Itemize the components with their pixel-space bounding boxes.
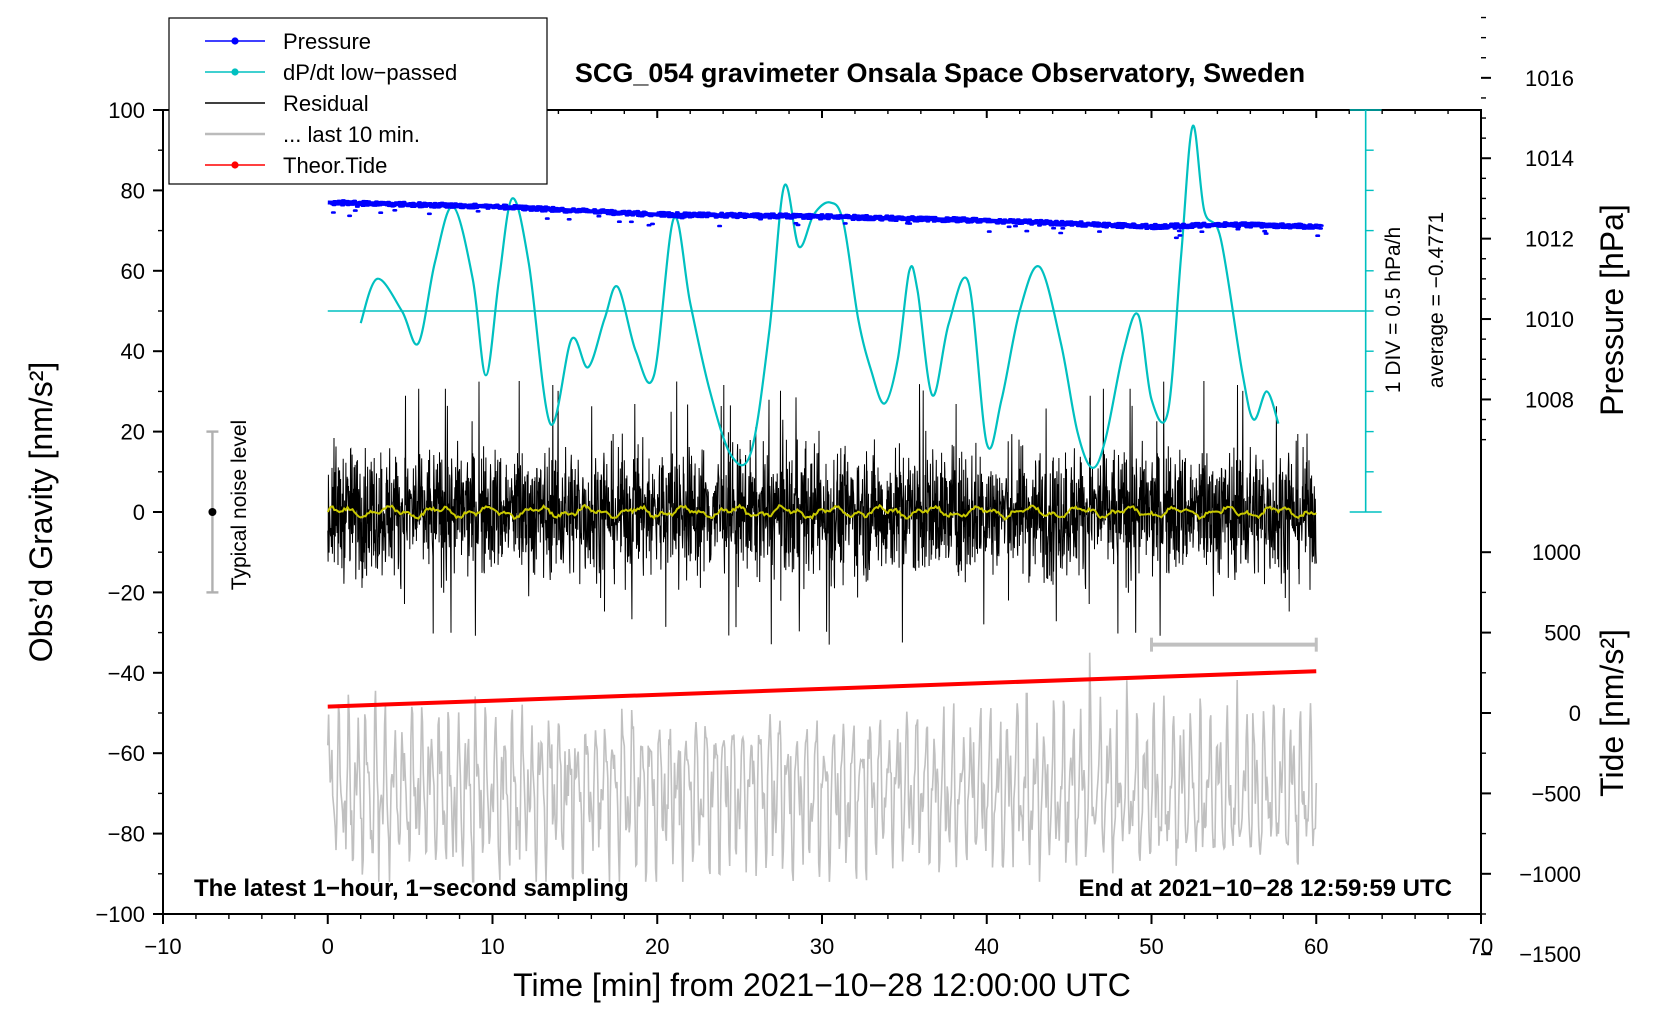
y-axis-tide-title: Tide [nm/s²] xyxy=(1594,629,1630,797)
x-axis: −10 0 10 20 30 40 50 60 70 xyxy=(144,110,1493,959)
y-tick-label: 40 xyxy=(121,339,145,364)
x-tick-label: −10 xyxy=(144,934,181,959)
y-axis-pressure-title: Pressure [hPa] xyxy=(1594,204,1630,416)
legend: Pressure dP/dt low−passed Residual ... last… xyxy=(168,17,548,185)
y-tick-label: 60 xyxy=(121,259,145,284)
tide-tick-label: 0 xyxy=(1569,701,1581,726)
residual-line xyxy=(327,380,1317,645)
pressure-tick-label: 1010 xyxy=(1525,307,1574,332)
y-tick-label: −40 xyxy=(108,661,145,686)
tide-tick-label: −1500 xyxy=(1519,942,1581,967)
y-axis-pressure: 1008 1010 1012 1014 1016 xyxy=(1481,16,1574,441)
x-tick-label: 40 xyxy=(975,934,999,959)
sampling-note: The latest 1−hour, 1−second sampling xyxy=(194,875,629,902)
y-tick-label: 80 xyxy=(121,178,145,203)
y-tick-label: −20 xyxy=(108,580,145,605)
pressure-tick-label: 1012 xyxy=(1525,227,1574,252)
y-tick-label: −100 xyxy=(95,902,145,927)
y-axis-left: −100 −80 −60 −40 −20 0 20 40 60 80 100 xyxy=(95,98,163,927)
last10-line xyxy=(327,652,1318,883)
pressure-tick-label: 1014 xyxy=(1525,146,1574,171)
tide-tick-label: 1000 xyxy=(1532,540,1581,565)
noise-level-bar xyxy=(206,430,219,594)
noise-level-label: Typical noise level xyxy=(228,420,251,590)
x-tick-label: 70 xyxy=(1469,934,1493,959)
legend-marker xyxy=(231,37,239,45)
legend-label: Pressure xyxy=(283,29,371,54)
legend-box xyxy=(168,17,548,185)
last10-series xyxy=(327,652,1318,883)
chart-title: SCG_054 gravimeter Onsala Space Observat… xyxy=(575,58,1305,88)
x-tick-label: 30 xyxy=(810,934,834,959)
dpdt-average-label: average = −0.4771 xyxy=(1425,212,1448,388)
pressure-tick-label: 1016 xyxy=(1525,66,1574,91)
legend-label: Theor.Tide xyxy=(283,153,387,178)
tide-tick-label: −1000 xyxy=(1519,862,1581,887)
theor-tide-series xyxy=(327,669,1317,709)
residual-smoothed-line xyxy=(326,503,1317,521)
tide-tick-label: 500 xyxy=(1544,621,1581,646)
y-tick-label: 100 xyxy=(108,98,145,123)
pressure-line xyxy=(327,200,1317,229)
x-tick-label: 20 xyxy=(645,934,669,959)
end-time-note: End at 2021−10−28 12:59:59 UTC xyxy=(1078,875,1452,902)
residual-smoothed-series xyxy=(326,503,1317,521)
legend-label: Residual xyxy=(283,91,369,116)
pressure-tick-label: 1008 xyxy=(1525,387,1574,412)
theor-tide-line xyxy=(327,669,1317,709)
y-tick-label: −60 xyxy=(108,741,145,766)
x-axis-title: Time [min] from 2021−10−28 12:00:00 UTC xyxy=(513,967,1131,1003)
x-tick-label: 10 xyxy=(480,934,504,959)
dpdt-line xyxy=(359,124,1280,469)
x-tick-label: 50 xyxy=(1139,934,1163,959)
y-tick-label: −80 xyxy=(108,822,145,847)
dpdt-scale-label: 1 DIV = 0.5 hPa/h xyxy=(1382,227,1405,393)
dpdt-scale-axis xyxy=(1349,109,1382,513)
residual-series xyxy=(327,380,1317,645)
legend-label: ... last 10 min. xyxy=(283,122,420,147)
legend-marker xyxy=(231,68,239,76)
dpdt-series xyxy=(359,124,1280,469)
legend-label: dP/dt low−passed xyxy=(283,60,457,85)
x-tick-label: 60 xyxy=(1304,934,1328,959)
last10-range-bar xyxy=(1150,637,1318,652)
x-tick-label: 0 xyxy=(322,934,334,959)
pressure-series xyxy=(327,199,1324,240)
tide-tick-label: −500 xyxy=(1531,781,1581,806)
y-axis-left-title: Obs’d Gravity [nm/s²] xyxy=(23,362,59,663)
y-tick-label: 0 xyxy=(133,500,145,525)
y-axis-tide: −1500 −1000 −500 0 500 1000 xyxy=(1481,540,1581,967)
legend-marker xyxy=(231,161,239,169)
noise-bar-dot xyxy=(208,508,217,516)
y-tick-label: 20 xyxy=(121,420,145,445)
